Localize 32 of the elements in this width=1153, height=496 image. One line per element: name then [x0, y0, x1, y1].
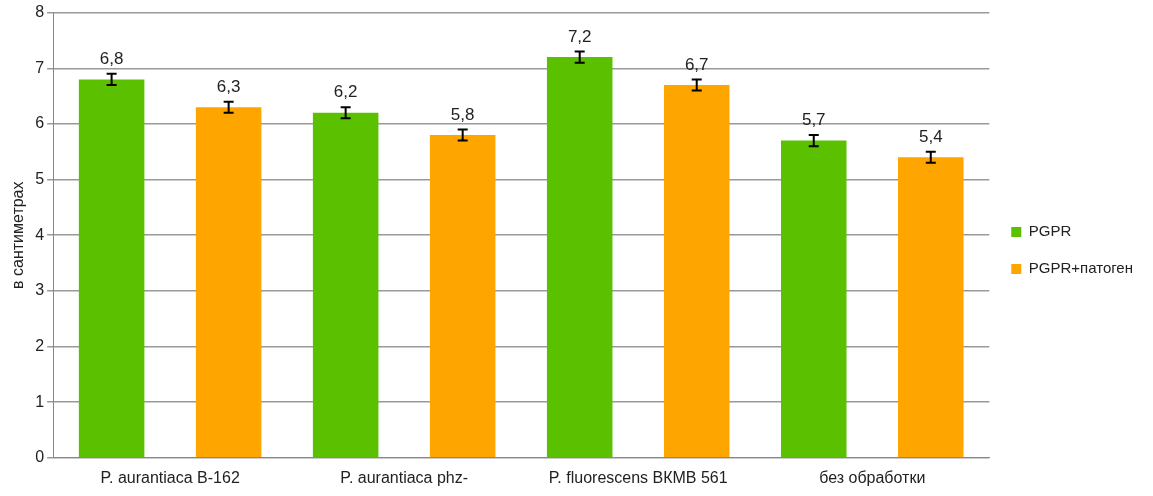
data-label: 6,3 [216, 76, 241, 96]
x-tick-label: P. fluorescens ВКМВ 561 [548, 468, 728, 486]
bar [78, 79, 145, 458]
data-label: 6,7 [684, 54, 709, 74]
y-tick-label: 2 [35, 336, 45, 354]
bar [780, 140, 847, 458]
y-tick-label: 0 [35, 448, 45, 466]
data-label: 6,8 [99, 49, 124, 68]
legend-label: PGPR [1028, 222, 1072, 240]
x-tick-label: P. aurantiaca phz- [340, 468, 469, 486]
y-tick-label: 5 [35, 169, 45, 187]
data-label: 5,7 [801, 110, 826, 130]
bar [429, 135, 496, 458]
bar [898, 157, 964, 458]
legend-label: PGPR+патоген [1028, 259, 1133, 277]
bar [546, 57, 613, 458]
data-label: 7,2 [567, 26, 592, 46]
y-axis-title: в сантиметрах [9, 181, 27, 289]
y-tick-label: 8 [35, 3, 45, 21]
data-label: 6,2 [333, 82, 358, 102]
y-tick-label: 4 [35, 225, 45, 243]
bar [312, 112, 379, 458]
y-tick-label: 1 [35, 392, 45, 410]
x-tick-label: без обработки [819, 468, 926, 486]
y-tick-label: 6 [35, 114, 45, 132]
y-tick-label: 3 [35, 281, 45, 299]
bar [195, 107, 262, 458]
data-label: 5,4 [918, 126, 943, 146]
x-tick-label: P. aurantiaca B-162 [100, 468, 240, 486]
bar [663, 84, 730, 458]
data-label: 5,8 [450, 104, 475, 124]
y-tick-label: 7 [35, 58, 45, 76]
